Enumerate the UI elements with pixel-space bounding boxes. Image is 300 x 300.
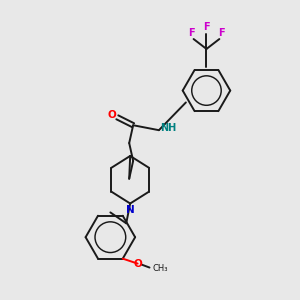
Text: N: N xyxy=(126,206,135,215)
Text: O: O xyxy=(133,259,142,269)
Text: F: F xyxy=(203,22,210,32)
Text: F: F xyxy=(188,28,195,38)
Text: F: F xyxy=(218,28,225,38)
Text: NH: NH xyxy=(160,123,176,133)
Text: CH₃: CH₃ xyxy=(152,264,168,273)
Text: O: O xyxy=(108,110,117,120)
